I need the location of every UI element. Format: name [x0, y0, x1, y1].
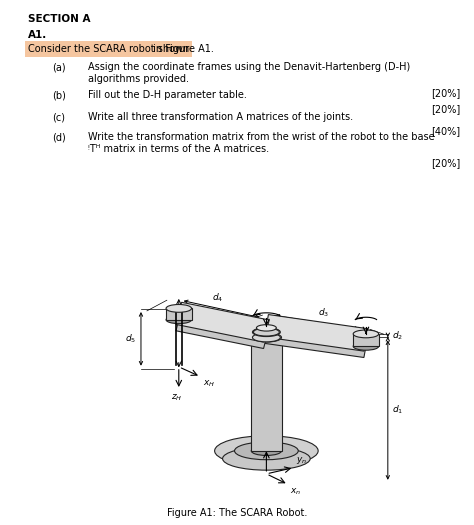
- Text: algorithms provided.: algorithms provided.: [88, 74, 189, 84]
- Ellipse shape: [166, 316, 191, 323]
- Text: $x_n$: $x_n$: [290, 486, 301, 497]
- Text: $x_H$: $x_H$: [203, 379, 215, 389]
- Text: $d_5$: $d_5$: [125, 333, 136, 345]
- Ellipse shape: [251, 446, 282, 456]
- Text: Consider the SCARA robot shown: Consider the SCARA robot shown: [28, 44, 189, 54]
- Text: $d_1$: $d_1$: [392, 404, 403, 416]
- Polygon shape: [176, 309, 269, 349]
- Text: $z_H$: $z_H$: [171, 392, 182, 403]
- Text: [20%]: [20%]: [431, 104, 460, 114]
- Text: in Figure A1.: in Figure A1.: [150, 44, 214, 54]
- Text: A1.: A1.: [28, 30, 47, 40]
- Text: Assign the coordinate frames using the Denavit-Hartenberg (D-H): Assign the coordinate frames using the D…: [88, 62, 410, 72]
- Ellipse shape: [254, 328, 279, 336]
- Polygon shape: [264, 321, 368, 358]
- Text: [20%]: [20%]: [431, 88, 460, 98]
- Text: $y_n$: $y_n$: [296, 455, 308, 466]
- Text: ᵎTᴴ matrix in terms of the A matrices.: ᵎTᴴ matrix in terms of the A matrices.: [88, 144, 269, 154]
- Polygon shape: [251, 338, 282, 451]
- Text: Fill out the D-H parameter table.: Fill out the D-H parameter table.: [88, 90, 247, 100]
- Ellipse shape: [253, 333, 280, 342]
- Text: $d_2$: $d_2$: [392, 329, 403, 342]
- Text: Write the transformation matrix from the wrist of the robot to the base: Write the transformation matrix from the…: [88, 132, 435, 142]
- Text: (c): (c): [52, 112, 65, 122]
- Ellipse shape: [353, 342, 379, 350]
- Ellipse shape: [353, 330, 379, 338]
- Polygon shape: [176, 302, 269, 342]
- Ellipse shape: [256, 324, 276, 331]
- Text: Write all three transformation A matrices of the joints.: Write all three transformation A matrice…: [88, 112, 353, 122]
- Text: $d_3$: $d_3$: [318, 306, 329, 319]
- Ellipse shape: [253, 328, 280, 337]
- Polygon shape: [166, 308, 191, 320]
- Ellipse shape: [215, 436, 318, 466]
- Text: (d): (d): [52, 132, 66, 142]
- Text: [20%]: [20%]: [431, 158, 460, 168]
- Ellipse shape: [235, 442, 298, 460]
- Text: [40%]: [40%]: [431, 126, 460, 136]
- Text: $z_n$: $z_n$: [259, 436, 270, 446]
- Text: SECTION A: SECTION A: [28, 14, 91, 24]
- Text: Figure A1: The SCARA Robot.: Figure A1: The SCARA Robot.: [167, 508, 307, 518]
- Polygon shape: [353, 334, 379, 346]
- Polygon shape: [264, 314, 368, 351]
- Text: (a): (a): [52, 62, 65, 72]
- Ellipse shape: [251, 333, 282, 342]
- Ellipse shape: [223, 447, 310, 470]
- Text: $d_4$: $d_4$: [212, 292, 223, 304]
- Ellipse shape: [166, 304, 191, 312]
- Text: (b): (b): [52, 90, 66, 100]
